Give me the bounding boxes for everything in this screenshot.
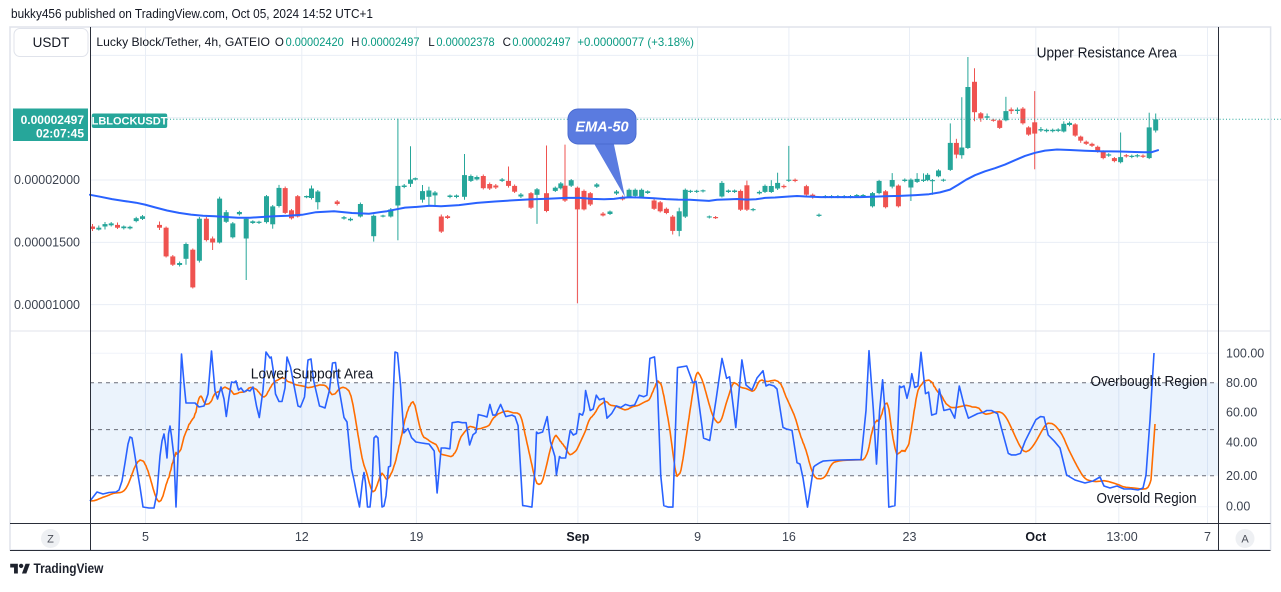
svg-text:0.00002000: 0.00002000 (14, 173, 80, 187)
svg-text:Sep: Sep (566, 530, 589, 544)
svg-text:TradingView: TradingView (34, 561, 104, 576)
svg-text:Oct: Oct (1025, 530, 1047, 544)
svg-text:Z: Z (47, 534, 54, 546)
svg-text:LBLOCKUSDT: LBLOCKUSDT (92, 116, 168, 128)
svg-text:0.00001500: 0.00001500 (14, 236, 80, 250)
svg-text:0.00001000: 0.00001000 (14, 298, 80, 312)
svg-text:0.00002497: 0.00002497 (21, 113, 85, 127)
svg-text:02:07:45: 02:07:45 (36, 127, 84, 141)
svg-text:100.00: 100.00 (1226, 346, 1264, 360)
svg-text:Lucky Block/Tether, 4h, GATEIO: Lucky Block/Tether, 4h, GATEIO O 0.0000242… (96, 36, 694, 49)
svg-text:Upper Resistance Area: Upper Resistance Area (1037, 46, 1178, 62)
svg-text:Oversold Region: Oversold Region (1097, 491, 1197, 507)
svg-text:12: 12 (295, 530, 309, 544)
svg-text:Lower Support Area: Lower Support Area (251, 366, 374, 382)
svg-text:13:00: 13:00 (1106, 530, 1137, 544)
svg-text:60.00: 60.00 (1226, 406, 1257, 420)
svg-text:EMA-50: EMA-50 (575, 120, 628, 136)
svg-text:A: A (1241, 534, 1249, 546)
svg-text:5: 5 (142, 530, 149, 544)
svg-text:20.00: 20.00 (1226, 469, 1257, 483)
svg-text:9: 9 (694, 530, 701, 544)
svg-text:80.00: 80.00 (1226, 376, 1257, 390)
svg-text:USDT: USDT (33, 35, 70, 50)
svg-text:7: 7 (1204, 530, 1211, 544)
svg-text:bukky456 published on TradingV: bukky456 published on TradingView.com, O… (11, 6, 373, 21)
svg-text:40.00: 40.00 (1226, 435, 1257, 449)
svg-text:23: 23 (903, 530, 917, 544)
svg-text:19: 19 (409, 530, 423, 544)
svg-text:16: 16 (782, 530, 796, 544)
svg-text:0.00: 0.00 (1226, 500, 1250, 514)
svg-text:Overbought Region: Overbought Region (1091, 374, 1208, 390)
